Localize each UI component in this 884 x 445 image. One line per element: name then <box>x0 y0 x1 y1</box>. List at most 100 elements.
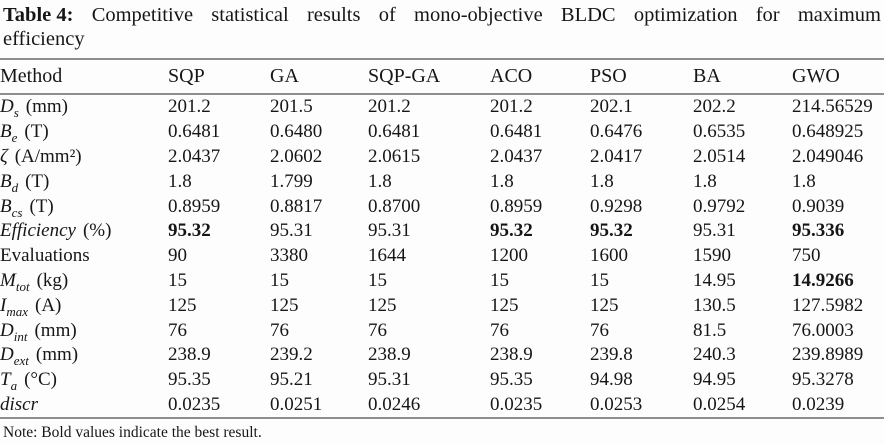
cell: 1.8 <box>693 170 717 192</box>
cell: 214.56529 <box>792 96 873 118</box>
cell: 15 <box>168 269 187 291</box>
row-label-efficiency: Efficiency (%) <box>0 219 168 244</box>
caption-line-1: Table 4: Competitive statistical results of… <box>3 3 881 27</box>
row-symbol: B <box>0 121 12 143</box>
row-label-mtot: Mtot (kg) <box>0 269 168 294</box>
caption-word: statistical <box>211 4 289 26</box>
table-row-dext: Dext (mm) 238.9 239.2 238.9 238.9 239.8 2… <box>0 343 884 368</box>
row-label-ds: Ds (mm) <box>0 94 168 120</box>
cell: 15 <box>490 269 509 291</box>
cell: 240.3 <box>693 344 736 366</box>
table-note: Note: Bold values indicate the best resu… <box>3 424 262 442</box>
cell: 2.0602 <box>270 145 323 167</box>
cell: 0.0253 <box>590 393 643 415</box>
cell: 0.6481 <box>368 121 421 143</box>
cell: 1.8 <box>490 170 514 192</box>
cell: 125 <box>368 294 397 316</box>
cell: 14.95 <box>693 269 736 291</box>
cell: 76 <box>490 319 509 341</box>
table-row-be: Be (T) 0.6481 0.6480 0.6481 0.6481 0.6476… <box>0 120 884 145</box>
cell: 125 <box>168 294 197 316</box>
row-symbol: B <box>0 170 12 192</box>
column-header-gwo: GWO <box>792 59 884 95</box>
cell: 0.9039 <box>792 195 845 217</box>
table-row-imax: Imax (A) 125 125 125 125 125 130.5 127.59… <box>0 293 884 318</box>
row-symbol: D <box>0 319 14 341</box>
caption-word: of <box>378 4 396 26</box>
row-label-dext: Dext (mm) <box>0 343 168 368</box>
row-symbol: I <box>0 294 7 316</box>
cell: 95.35 <box>490 369 533 391</box>
cell: 0.6535 <box>693 121 746 143</box>
cell: 0.6481 <box>168 121 221 143</box>
row-label-bd: Bd (T) <box>0 169 168 194</box>
cell: 1.799 <box>270 170 313 192</box>
cell: 239.8989 <box>792 344 864 366</box>
cell: 238.9 <box>168 344 211 366</box>
table-row-dint: Dint (mm) 76 76 76 76 76 81.5 76.0003 <box>0 318 884 343</box>
row-subscript: s <box>13 105 19 120</box>
cell: 0.9298 <box>590 195 643 217</box>
cell: 201.2 <box>168 96 211 118</box>
cell: 239.8 <box>590 344 633 366</box>
row-subscript: a <box>10 377 18 393</box>
cell: 76 <box>168 319 187 341</box>
header-row: Method SQP GA SQP-GA ACO PSO BA GWO <box>0 59 884 95</box>
row-subscript: ext <box>13 353 29 368</box>
row-label-discr: discr <box>0 393 168 419</box>
cell: 94.98 <box>590 369 633 391</box>
row-unit: (kg) <box>36 269 69 291</box>
row-symbol: M <box>0 269 16 291</box>
cell: 0.0235 <box>490 393 543 415</box>
caption-word: mono-objective <box>414 4 543 26</box>
row-label-dint: Dint (mm) <box>0 318 168 343</box>
cell: 15 <box>590 269 609 291</box>
column-header-sqp: SQP <box>168 59 270 95</box>
cell: 0.0254 <box>693 393 746 415</box>
cell: 95.31 <box>368 220 411 242</box>
row-label-be: Be (T) <box>0 120 168 145</box>
cell-best: 95.336 <box>792 220 845 242</box>
column-header-aco: ACO <box>490 59 590 95</box>
cell: 1590 <box>693 245 731 267</box>
cell: 0.0246 <box>368 393 421 415</box>
caption-word: for <box>755 4 780 26</box>
cell: 239.2 <box>270 344 313 366</box>
cell: 94.95 <box>693 369 736 391</box>
cell: 238.9 <box>490 344 533 366</box>
cell: 202.1 <box>590 96 633 118</box>
row-unit: (T) <box>25 170 50 192</box>
row-symbol: T <box>0 369 11 391</box>
cell: 76 <box>368 319 387 341</box>
cell: 202.2 <box>693 96 736 118</box>
row-subscript: tot <box>15 278 30 294</box>
row-symbol: Efficiency <box>0 220 76 242</box>
cell: 76.0003 <box>792 319 854 341</box>
cell: 15 <box>368 269 387 291</box>
cell: 2.0615 <box>368 145 421 167</box>
row-unit: (T) <box>24 121 49 143</box>
row-unit: (%) <box>82 220 112 242</box>
row-unit: (mm) <box>35 344 79 366</box>
column-header-ba: BA <box>693 59 792 95</box>
row-label-evaluations: Evaluations <box>0 244 168 269</box>
table-row-ds: Ds (mm) 201.2 201.5 201.2 201.2 202.1 202… <box>0 94 884 120</box>
cell: 127.5982 <box>792 294 864 316</box>
cell: 1.8 <box>168 170 192 192</box>
cell: 2.0437 <box>490 145 543 167</box>
caption-word: BLDC <box>560 4 616 26</box>
cell: 125 <box>490 294 519 316</box>
row-symbol: B <box>0 195 12 217</box>
cell: 2.0514 <box>693 145 746 167</box>
caption-word: maximum <box>797 4 881 26</box>
cell: 0.0251 <box>270 393 323 415</box>
cell: 3380 <box>270 245 308 267</box>
cell: 76 <box>590 319 609 341</box>
cell: 95.31 <box>693 220 736 242</box>
cell: 0.8959 <box>490 195 543 217</box>
cell: 95.31 <box>270 220 313 242</box>
cell: 238.9 <box>368 344 411 366</box>
row-unit: (A) <box>35 294 62 316</box>
row-unit: (T) <box>29 195 54 217</box>
